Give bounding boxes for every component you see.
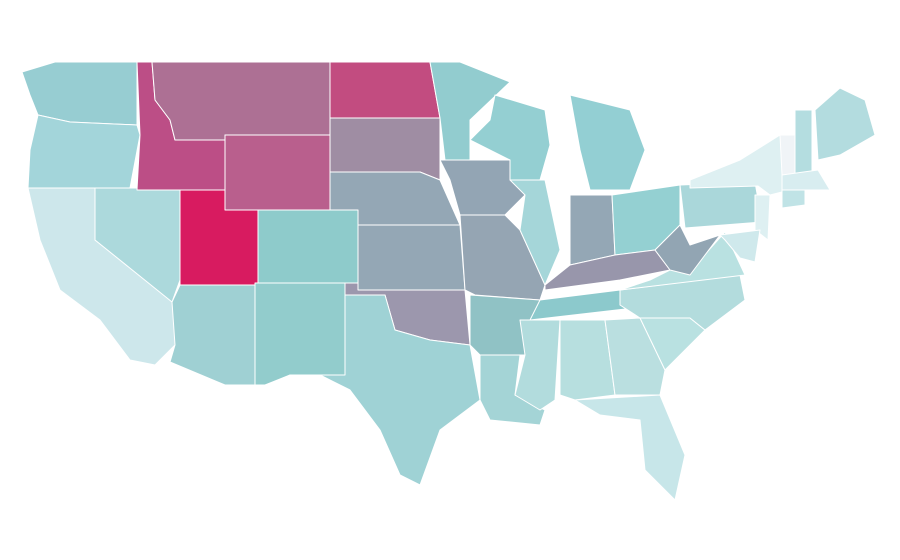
state (479, 354, 546, 426)
state (679, 181, 763, 229)
state (329, 117, 441, 181)
state (794, 109, 813, 176)
state (814, 87, 876, 161)
state (779, 134, 796, 176)
state (257, 209, 359, 284)
state (619, 274, 746, 331)
state (754, 194, 771, 241)
state (224, 134, 331, 211)
state (254, 282, 346, 386)
state (569, 94, 646, 191)
state (604, 317, 666, 396)
state (689, 134, 791, 196)
state (781, 169, 831, 191)
state (569, 194, 616, 266)
state (289, 294, 481, 486)
state (559, 319, 616, 401)
state (357, 224, 466, 291)
state (574, 394, 686, 501)
state (169, 284, 256, 386)
state (781, 189, 806, 209)
state (27, 114, 141, 189)
state (459, 214, 546, 301)
state (329, 61, 441, 119)
state (514, 319, 561, 411)
state (719, 229, 761, 263)
state (151, 61, 331, 141)
